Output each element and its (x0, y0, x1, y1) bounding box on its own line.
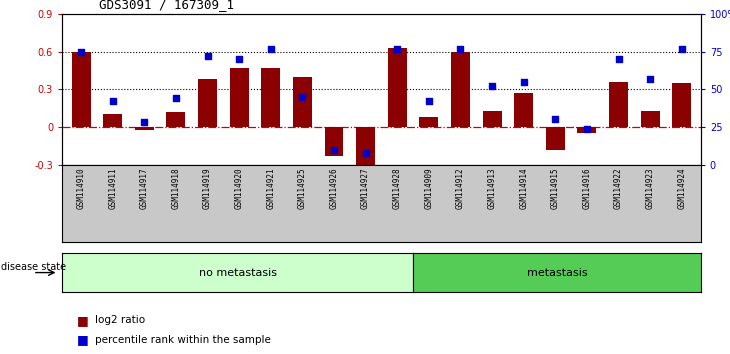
Text: GSM114911: GSM114911 (108, 167, 117, 209)
Bar (483, 111, 502, 127)
Text: GSM114913: GSM114913 (488, 167, 496, 209)
Bar (135, 127, 154, 130)
Point (234, 57, 245, 62)
Bar (325, 127, 344, 156)
Text: GSM114924: GSM114924 (677, 167, 686, 209)
Text: log2 ratio: log2 ratio (95, 315, 145, 325)
Point (296, 94, 308, 100)
Text: GSM114928: GSM114928 (393, 167, 402, 209)
Point (612, 57, 624, 62)
Point (201, 53, 213, 59)
Text: disease state: disease state (1, 262, 66, 272)
Bar (451, 52, 470, 127)
Text: GSM114921: GSM114921 (266, 167, 275, 209)
Point (581, 126, 593, 131)
Point (391, 46, 403, 52)
Point (265, 46, 277, 52)
Text: GSM114926: GSM114926 (329, 167, 339, 209)
Bar (514, 93, 533, 127)
Point (423, 98, 434, 104)
Text: GSM114923: GSM114923 (646, 167, 655, 209)
Text: ■: ■ (77, 333, 88, 346)
Bar (388, 48, 407, 127)
Text: GDS3091 / 167309_1: GDS3091 / 167309_1 (99, 0, 234, 11)
Point (486, 84, 498, 89)
Text: ■: ■ (77, 314, 88, 327)
Point (328, 147, 340, 152)
Point (360, 150, 372, 155)
Text: GSM114910: GSM114910 (77, 167, 85, 209)
Point (107, 98, 118, 104)
Text: GSM114909: GSM114909 (424, 167, 434, 209)
Bar (577, 127, 596, 133)
Text: GSM114916: GSM114916 (583, 167, 591, 209)
Bar (356, 127, 375, 173)
Text: GSM114912: GSM114912 (456, 167, 465, 209)
Text: GSM114922: GSM114922 (614, 167, 623, 209)
Text: GSM114927: GSM114927 (361, 167, 370, 209)
Point (645, 76, 656, 82)
Text: GSM114919: GSM114919 (203, 167, 212, 209)
Bar (72, 52, 91, 127)
Bar (166, 112, 185, 127)
Bar (419, 117, 438, 127)
Bar (261, 68, 280, 127)
Text: no metastasis: no metastasis (199, 268, 277, 278)
Bar (293, 77, 312, 127)
Point (518, 79, 529, 85)
Point (455, 46, 466, 52)
Text: GSM114914: GSM114914 (519, 167, 529, 209)
Text: GSM114920: GSM114920 (234, 167, 244, 209)
Text: GSM114917: GSM114917 (139, 167, 149, 209)
Bar (641, 111, 660, 127)
Bar (546, 127, 565, 149)
Point (676, 46, 688, 52)
Text: metastasis: metastasis (527, 268, 588, 278)
Point (170, 96, 182, 101)
Bar (609, 82, 628, 127)
Bar (230, 68, 249, 127)
Bar (198, 79, 217, 127)
Text: percentile rank within the sample: percentile rank within the sample (95, 335, 271, 345)
Point (550, 117, 561, 122)
Point (139, 120, 150, 125)
Text: GSM114918: GSM114918 (172, 167, 180, 209)
Bar (672, 83, 691, 127)
Text: GSM114925: GSM114925 (298, 167, 307, 209)
Point (75, 49, 87, 55)
Text: GSM114915: GSM114915 (551, 167, 560, 209)
Bar (103, 114, 122, 127)
